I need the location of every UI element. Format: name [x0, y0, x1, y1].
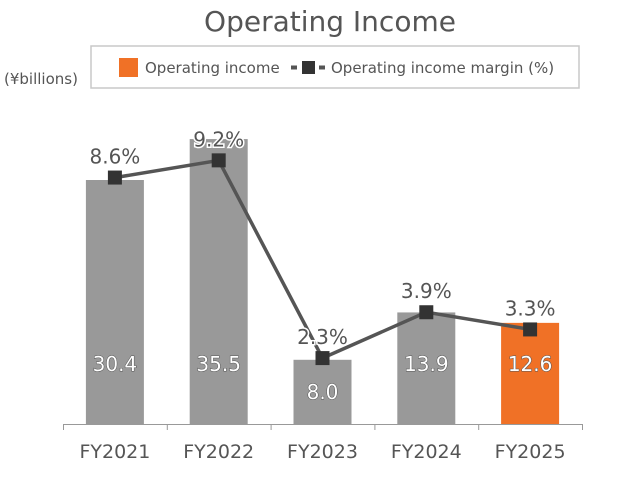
- x-tick-label-fy2024: FY2024: [391, 441, 462, 463]
- x-tick-label-fy2025: FY2025: [495, 441, 566, 463]
- x-ticks-layer: FY2021 FY2022 FY2023 FY2024 FY2025: [63, 424, 583, 463]
- legend-label-operating-margin: Operating income margin (%): [331, 59, 554, 77]
- margin-value-label-fy2025: 3.3%: [505, 296, 556, 320]
- chart-title: Operating Income: [204, 5, 456, 38]
- x-tick-label-fy2022: FY2022: [183, 441, 254, 463]
- bar-value-label-fy2025: 12.6: [508, 352, 553, 376]
- bar-value-label-fy2022: 35.5: [196, 352, 241, 376]
- bar-fy2024: [397, 312, 456, 424]
- bar-fy2025: [501, 322, 560, 424]
- margin-labels-layer: 8.6% 9.2% 2.3% 3.9% 3.3%: [88, 126, 557, 351]
- margin-value-label-fy2023: 2.3%: [297, 325, 348, 349]
- bar-value-label-fy2021: 30.4: [93, 352, 138, 376]
- margin-value-label-fy2022: 9.2%: [193, 127, 244, 151]
- margin-value-label-fy2024: 3.9%: [401, 279, 452, 303]
- bar-value-label-fy2023: 8.0: [307, 380, 339, 404]
- margin-line-layer: [107, 153, 538, 366]
- legend-frame: [90, 45, 580, 89]
- legend-swatch-operating-income: [119, 58, 138, 77]
- margin-value-label-fy2021: 8.6%: [89, 145, 140, 169]
- bar-fy2021: [85, 180, 144, 424]
- legend-marker-operating-margin: [302, 61, 315, 74]
- margin-marker-fy2024: [419, 305, 434, 320]
- margin-marker-fy2021: [107, 170, 122, 185]
- legend: Operating income Operating income margin…: [90, 45, 580, 89]
- margin-marker-fy2022: [211, 153, 226, 168]
- x-tick-label-fy2021: FY2021: [79, 441, 150, 463]
- y-axis-label: (¥billions): [4, 70, 78, 88]
- margin-marker-fy2023: [315, 351, 330, 366]
- bar-fy2023: [293, 359, 352, 424]
- bars-layer: [85, 139, 560, 424]
- bar-fy2022: [189, 139, 248, 424]
- bar-value-label-fy2024: 13.9: [404, 352, 449, 376]
- margin-marker-fy2025: [523, 322, 538, 337]
- x-tick-label-fy2023: FY2023: [287, 441, 358, 463]
- bar-labels-layer: 30.4 35.5 8.0 13.9 12.6: [92, 352, 553, 405]
- legend-label-operating-income: Operating income: [145, 59, 280, 77]
